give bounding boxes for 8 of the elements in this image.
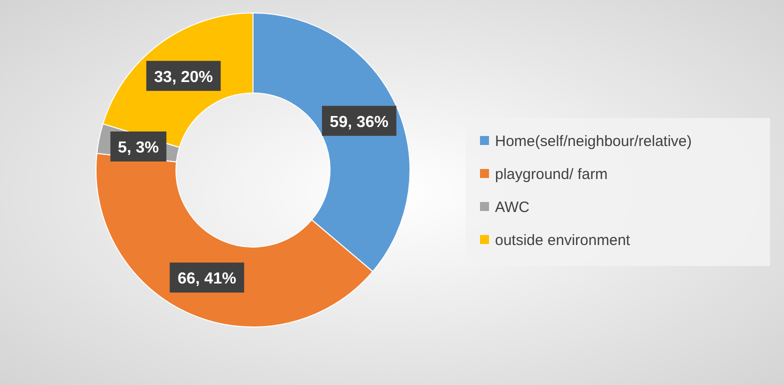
legend-label: Home(self/neighbour/relative) <box>495 133 692 150</box>
data-label: 66, 41% <box>178 270 236 288</box>
data-label: 5, 3% <box>118 139 159 156</box>
data-label: 59, 36% <box>330 114 389 131</box>
legend-label: AWC <box>495 199 530 216</box>
legend-label: playground/ farm <box>495 166 608 183</box>
legend-label: outside environment <box>495 232 631 249</box>
data-label: 33, 20% <box>154 68 213 86</box>
